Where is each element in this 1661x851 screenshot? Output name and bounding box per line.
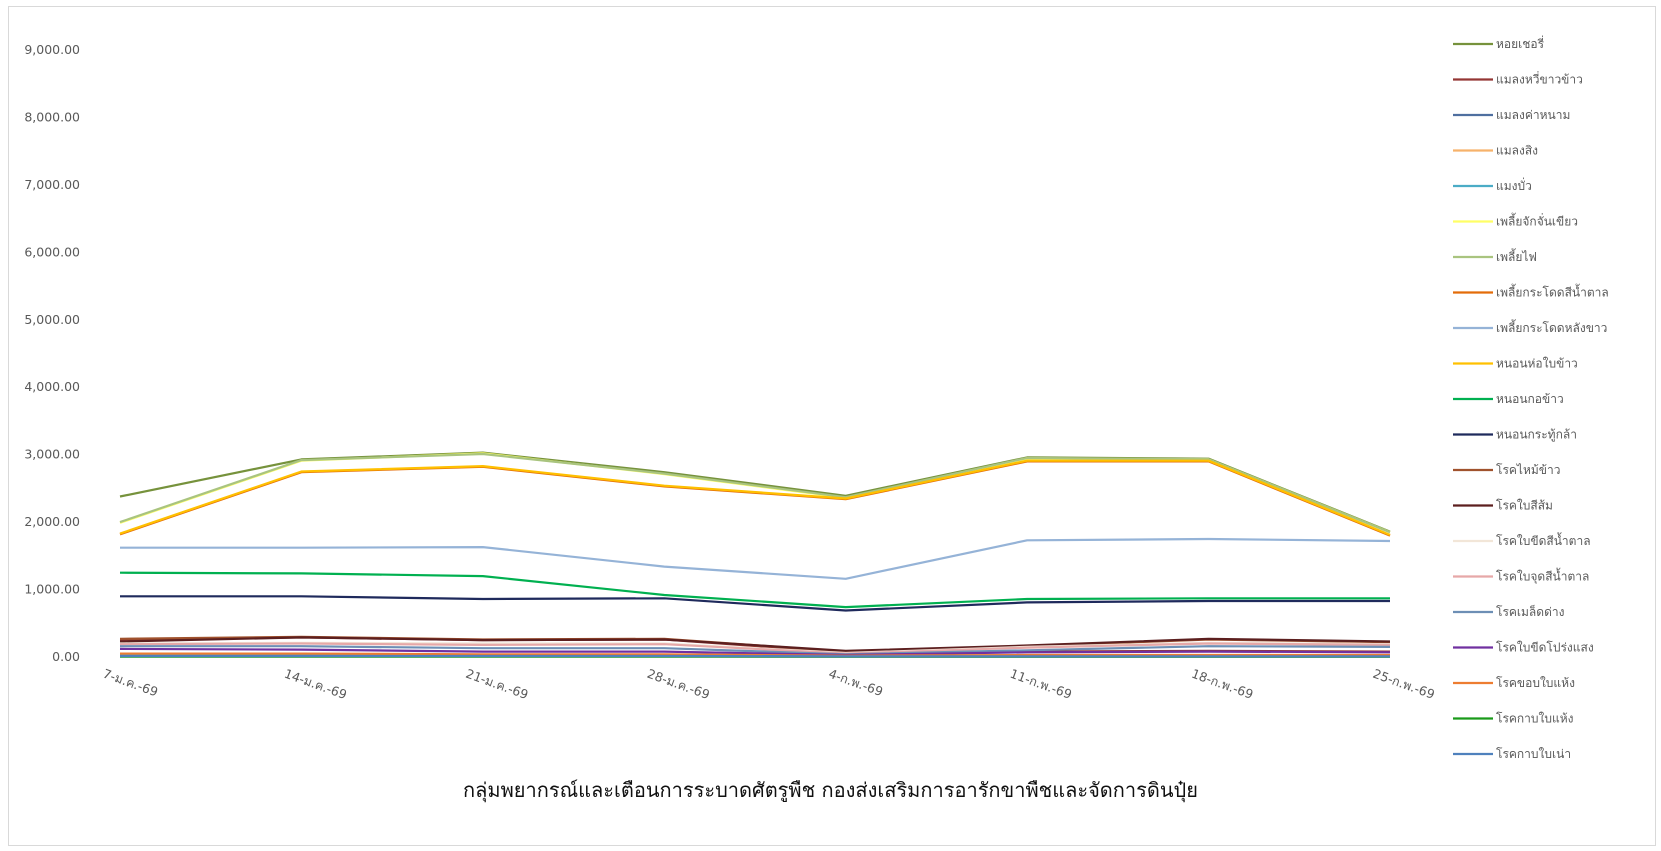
y-tick-label: 8,000.00 (24, 109, 80, 124)
legend-label: เพลี้ยไฟ (1496, 248, 1537, 264)
chart-frame (8, 6, 1656, 846)
legend-label: หนอนกระทู้กล้า (1496, 428, 1577, 443)
legend-label: แมลงสิง (1496, 144, 1538, 158)
series-line (119, 460, 1391, 537)
x-tick-label: 25-ก.พ.-69 (1371, 666, 1437, 702)
legend-label: โรคขอบใบแห้ง (1496, 676, 1575, 690)
y-tick-label: 6,000.00 (24, 244, 80, 259)
x-tick-label: 11-ก.พ.-69 (1008, 666, 1074, 702)
series-line (119, 571, 1390, 609)
legend-label: โรคไหม้ข้าว (1496, 463, 1560, 477)
legend-label: โรคใบขีดโปร่งแสง (1496, 641, 1594, 655)
legend: หอยเชอรี่แมลงหวี่ขาวข้าวแมลงค่าหนามแมลงส… (1453, 35, 1609, 761)
legend-label: เพลี้ยกระโดดสีน้ำตาล (1496, 284, 1609, 300)
legend-label: หนอนห่อใบข้าว (1496, 357, 1578, 371)
x-tick-label: 18-ก.พ.-69 (1190, 666, 1256, 702)
legend-label: หอยเชอรี่ (1496, 35, 1545, 51)
x-tick-label: 7-ม.ค.-69 (101, 666, 160, 700)
y-axis: 0.00 1,000.00 2,000.00 3,000.00 4,000.00 5,00… (24, 42, 80, 664)
series-line (119, 452, 1391, 534)
y-tick-label: 7,000.00 (24, 177, 80, 192)
x-tick-label: 21-ม.ค.-69 (464, 666, 531, 702)
legend-label: เพลี้ยกระโดดหลังขาว (1496, 319, 1607, 335)
y-tick-label: 1,000.00 (24, 582, 80, 597)
legend-label: โรคใบขีดสีน้ำตาล (1496, 532, 1591, 548)
series-line (119, 642, 1391, 655)
footer-credit: กลุ่มพยากรณ์และเตือนการระบาดศัตรูพืช กอง… (463, 778, 1198, 802)
series-line (120, 652, 1390, 657)
legend-label: หนอนกอข้าว (1496, 392, 1564, 406)
legend-label: เพลี้ยจักจั่นเขียว (1496, 213, 1578, 229)
y-tick-label: 4,000.00 (24, 379, 80, 394)
x-tick-label: 4-ก.พ.-69 (827, 666, 885, 699)
legend-label: แมงบั่ว (1496, 177, 1532, 193)
y-tick-label: 0.00 (52, 649, 80, 664)
x-tick-label: 28-ม.ค.-69 (645, 666, 712, 702)
x-tick-label: 14-ม.ค.-69 (282, 666, 349, 702)
legend-label: แมลงหวี่ขาวข้าว (1496, 71, 1583, 87)
legend-label: แมลงค่าหนาม (1496, 108, 1570, 122)
legend-label: โรคใบสีส้ม (1496, 499, 1553, 513)
legend-label: โรคเมล็ดด่าง (1496, 604, 1564, 619)
x-axis: 7-ม.ค.-69 14-ม.ค.-69 21-ม.ค.-69 28-ม.ค.-69 4… (101, 666, 1437, 702)
legend-label: โรคกาบใบแห้ง (1496, 712, 1574, 726)
series-line (120, 595, 1390, 612)
series-line (119, 647, 1391, 657)
y-tick-label: 3,000.00 (24, 447, 80, 462)
legend-label: โรคใบจุดสีน้ำตาล (1496, 568, 1589, 585)
series-line (119, 459, 1391, 536)
series-line (120, 645, 1391, 656)
y-tick-label: 2,000.00 (24, 514, 80, 529)
series-lines (119, 451, 1391, 658)
y-tick-label: 9,000.00 (24, 42, 80, 57)
series-line (120, 537, 1391, 580)
legend-label: โรคกาบใบเน่า (1496, 747, 1571, 761)
y-tick-label: 5,000.00 (24, 312, 80, 327)
series-line (119, 636, 1391, 653)
